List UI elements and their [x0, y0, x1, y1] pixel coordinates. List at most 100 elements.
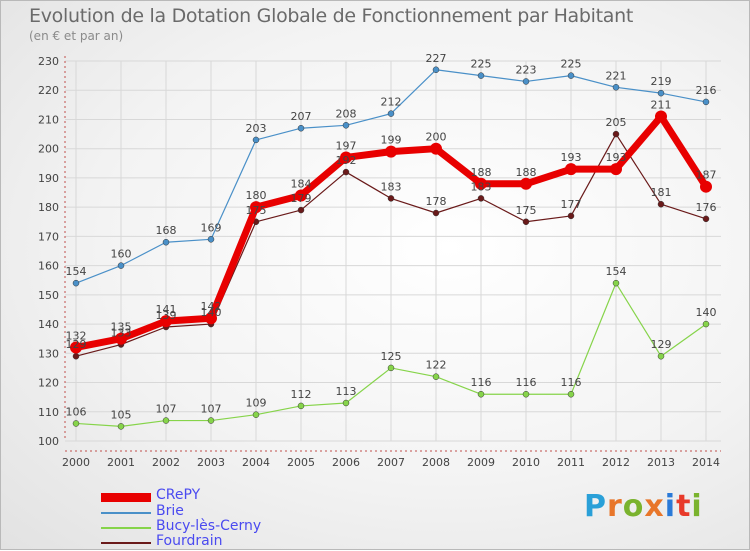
data-point: [162, 238, 170, 246]
data-label: 178: [426, 195, 447, 208]
data-point: [477, 195, 485, 202]
data-label: 168: [156, 224, 177, 237]
chart-subtitle: (en € et par an): [29, 29, 124, 43]
data-label: 169: [201, 221, 222, 234]
data-label: 141: [156, 303, 177, 316]
data-point: [522, 390, 530, 398]
data-label: 112: [291, 388, 312, 401]
data-label: 105: [111, 408, 132, 421]
x-tick-label: 2000: [62, 456, 90, 469]
x-tick-label: 2003: [197, 456, 225, 469]
data-point: [702, 98, 710, 106]
data-label: 205: [606, 116, 627, 129]
data-label: 188: [471, 166, 492, 179]
data-label: 184: [291, 177, 312, 190]
data-point: [252, 411, 260, 418]
data-point: [567, 72, 575, 79]
data-point: [657, 89, 665, 97]
y-tick-label: 180: [38, 201, 59, 214]
y-tick-label: 110: [38, 406, 59, 419]
data-label: 116: [561, 376, 582, 389]
x-tick-label: 2009: [467, 456, 495, 469]
data-label: 140: [201, 306, 222, 319]
data-label: 129: [66, 338, 87, 351]
y-tick-label: 130: [38, 347, 59, 360]
data-point: [72, 420, 80, 427]
logo-letter: i: [691, 489, 703, 524]
data-point: [432, 209, 440, 217]
data-point: [612, 84, 620, 91]
data-point: [657, 352, 665, 360]
data-label: 212: [381, 96, 402, 109]
y-tick-label: 140: [38, 318, 59, 331]
data-point: [385, 145, 397, 158]
legend-label-brie: Brie: [156, 503, 184, 519]
x-tick-label: 2012: [602, 456, 630, 469]
data-point: [387, 195, 395, 202]
logo-letter: t: [676, 489, 692, 524]
data-label: 188: [516, 166, 537, 179]
data-point: [700, 180, 712, 193]
data-label: 193: [561, 151, 582, 164]
y-tick-label: 160: [38, 260, 59, 273]
data-label: 133: [111, 327, 132, 340]
x-tick-label: 2011: [557, 456, 585, 469]
data-point: [160, 315, 172, 328]
data-label: 132: [66, 329, 87, 342]
data-label: 175: [516, 204, 537, 217]
data-point: [520, 177, 532, 190]
data-point: [72, 352, 80, 360]
data-label: 211: [651, 99, 672, 112]
x-tick-label: 2008: [422, 456, 450, 469]
data-point: [702, 320, 710, 328]
y-tick-label: 190: [38, 172, 59, 185]
data-label: 216: [696, 84, 717, 97]
data-point: [432, 66, 440, 74]
data-label: 113: [336, 385, 357, 398]
y-tick-label: 220: [38, 84, 59, 97]
data-label: 107: [156, 403, 177, 416]
x-tick-label: 2014: [692, 456, 720, 469]
data-label: 109: [246, 397, 267, 410]
logo-letter: P: [584, 489, 607, 524]
data-point: [430, 142, 442, 155]
data-point: [207, 417, 215, 424]
data-label: 142: [201, 300, 222, 313]
data-label: 200: [426, 131, 447, 144]
data-point: [297, 124, 305, 132]
data-label: 176: [696, 201, 717, 214]
logo-letter: o: [622, 489, 645, 524]
data-label: 177: [561, 198, 582, 211]
data-label: 160: [111, 248, 132, 261]
x-tick-label: 2005: [287, 456, 315, 469]
data-label: 207: [291, 110, 312, 123]
legend-label-crepy: CRePY: [156, 487, 201, 503]
data-label: 135: [111, 321, 132, 334]
data-label: 225: [561, 58, 582, 71]
data-point: [565, 163, 577, 176]
data-label: 154: [606, 265, 627, 278]
logo-letter: x: [644, 489, 665, 524]
data-point: [162, 417, 170, 424]
data-label: 223: [516, 63, 537, 76]
y-tick-label: 170: [38, 230, 59, 243]
data-label: 139: [156, 309, 177, 322]
data-label: 221: [606, 69, 627, 82]
data-point: [612, 279, 620, 287]
legend-label-fourdrain: Fourdrain: [156, 533, 223, 549]
data-point: [432, 373, 440, 380]
y-tick-label: 230: [38, 55, 59, 68]
data-label: 203: [246, 122, 267, 135]
data-point: [655, 110, 667, 123]
x-tick-label: 2006: [332, 456, 360, 469]
x-tick-label: 2007: [377, 456, 405, 469]
x-tick-label: 2013: [647, 456, 675, 469]
data-label: 107: [201, 403, 222, 416]
data-point: [702, 215, 710, 223]
data-point: [250, 201, 262, 214]
data-point: [657, 200, 665, 208]
data-label: 192: [336, 154, 357, 167]
data-point: [342, 168, 350, 176]
y-tick-label: 100: [38, 435, 59, 448]
